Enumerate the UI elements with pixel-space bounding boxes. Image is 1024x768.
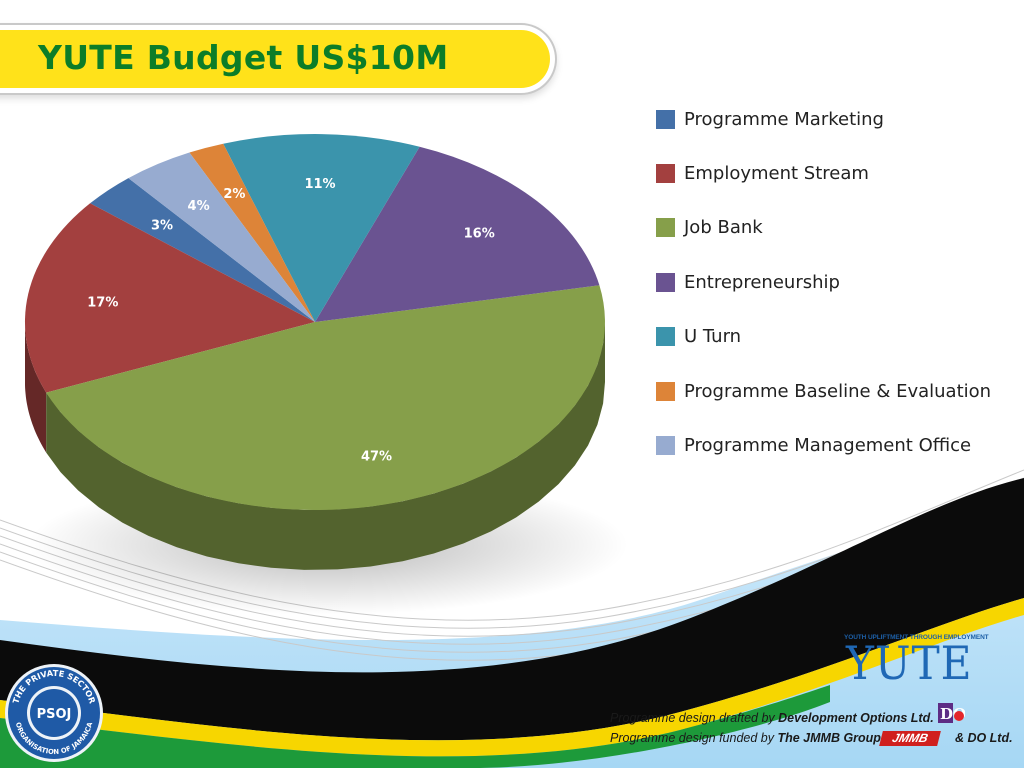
legend-swatch bbox=[656, 109, 675, 129]
legend-label: Programme Baseline & Evaluation bbox=[684, 380, 992, 402]
pie-sides bbox=[25, 322, 605, 570]
credit-funded-org: The JMMB Group bbox=[777, 731, 881, 745]
pie-data-label-job-bank: 47% bbox=[361, 449, 392, 464]
slide-title: YUTE Budget US$10M bbox=[38, 38, 449, 77]
legend-label: Programme Marketing bbox=[684, 108, 884, 130]
pie-data-label-entrepreneurship: 16% bbox=[464, 227, 495, 242]
credit-funded-prefix: Programme design funded by bbox=[610, 731, 778, 745]
pie-labels: 3% 17% 47% 16% 11% 2% 4% bbox=[87, 177, 495, 464]
legend-swatch bbox=[656, 327, 675, 347]
green-swoosh bbox=[0, 685, 830, 768]
pie-data-label-programme-baseline-and-evaluation: 2% bbox=[223, 187, 245, 202]
legend-item-programme-marketing: Programme Marketing bbox=[656, 92, 991, 146]
pie-data-label-programme-marketing: 3% bbox=[151, 218, 173, 233]
pie-data-label-u-turn: 11% bbox=[304, 177, 335, 192]
pie-side-job-bank bbox=[46, 322, 605, 570]
credit-line-drafted: Programme design drafted by Development … bbox=[610, 711, 934, 725]
credit-drafted-org: Development Options Ltd. bbox=[778, 711, 934, 725]
credit-drafted-prefix: Programme design drafted by bbox=[610, 711, 779, 725]
development-options-logo: DO bbox=[938, 703, 965, 723]
pie-data-label-programme-management-office: 4% bbox=[188, 199, 210, 214]
psoj-seal: THE PRIVATE SECTOR ORGANISATION OF JAMAI… bbox=[5, 664, 103, 762]
legend-item-job-bank: Job Bank bbox=[656, 201, 991, 255]
legend-label: Entrepreneurship bbox=[684, 271, 840, 293]
legend-item-programme-management-office: Programme Management Office bbox=[656, 418, 991, 472]
legend-swatch bbox=[656, 164, 675, 184]
credit-funded-suffix: & DO Ltd. bbox=[954, 731, 1013, 745]
legend-label: Job Bank bbox=[684, 217, 763, 239]
pie-slice-programme-baseline-and-evaluation bbox=[189, 143, 315, 322]
legend-label: Employment Stream bbox=[684, 163, 869, 185]
chart-legend: Programme Marketing Employment Stream Job … bbox=[656, 92, 991, 473]
pie-slice-employment-stream bbox=[24, 203, 315, 393]
legend-item-u-turn: U Turn bbox=[656, 310, 991, 364]
black-swoosh bbox=[0, 478, 1024, 741]
legend-swatch bbox=[656, 381, 675, 401]
jmmb-logo: JMMB bbox=[879, 731, 941, 746]
pie-slice-entrepreneurship bbox=[315, 146, 600, 322]
pie-slice-job-bank bbox=[46, 285, 605, 511]
legend-swatch bbox=[656, 436, 675, 456]
title-banner bbox=[0, 30, 550, 88]
pie-data-label-employment-stream: 17% bbox=[87, 295, 118, 310]
legend-item-programme-baseline-and-evaluation: Programme Baseline & Evaluation bbox=[656, 364, 991, 418]
yellow-swoosh bbox=[0, 598, 1024, 757]
pie-tops bbox=[24, 134, 605, 511]
pie-slice-programme-management-office bbox=[128, 152, 315, 322]
legend-swatch bbox=[656, 272, 675, 292]
pie-side-employment-stream bbox=[25, 322, 47, 453]
pie-slice-programme-marketing bbox=[90, 178, 315, 322]
legend-item-entrepreneurship: Entrepreneurship bbox=[656, 255, 991, 309]
legend-swatch bbox=[656, 218, 675, 238]
credit-line-funded: Programme design funded by The JMMB Grou… bbox=[610, 731, 1013, 745]
legend-label: U Turn bbox=[684, 326, 742, 348]
pie-slice-u-turn bbox=[223, 134, 420, 322]
yute-tagline: YOUTH UPLIFTMENT THROUGH EMPLOYMENT bbox=[844, 634, 989, 641]
legend-item-employment-stream: Employment Stream bbox=[656, 146, 991, 200]
legend-label: Programme Management Office bbox=[684, 435, 972, 457]
yute-logo: YUTE bbox=[846, 636, 973, 690]
psoj-seal-center: PSOJ bbox=[37, 707, 72, 722]
